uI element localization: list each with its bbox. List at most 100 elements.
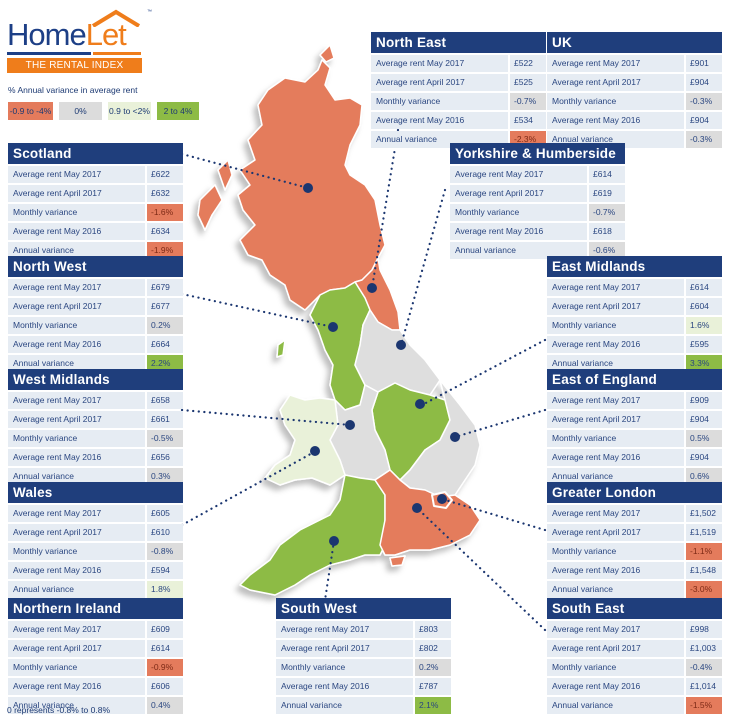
row-april-2017: Average rent April 2017 £904 — [547, 74, 722, 91]
row-april-2017: Average rent April 2017 £610 — [8, 524, 183, 541]
region-card-south-east: South East Average rent May 2017 £998 Ave… — [547, 598, 722, 714]
row-label: Average rent May 2017 — [371, 55, 508, 72]
row-monthly-variance: Monthly variance 0.2% — [8, 317, 183, 334]
row-may-2016: Average rent May 2016 £534 — [371, 112, 546, 129]
dot-south-east — [412, 503, 422, 513]
region-south-east — [374, 469, 481, 556]
row-value: £1,014 — [686, 678, 722, 695]
row-value: £609 — [147, 621, 183, 638]
row-value: £525 — [510, 74, 546, 91]
row-label: Average rent May 2017 — [276, 621, 413, 638]
row-label: Average rent May 2017 — [547, 279, 684, 296]
row-label: Average rent April 2017 — [547, 74, 684, 91]
row-monthly-variance: Monthly variance -0.8% — [8, 543, 183, 560]
row-value: £904 — [686, 411, 722, 428]
row-label: Average rent May 2016 — [547, 449, 684, 466]
row-may-2017: Average rent May 2017 £658 — [8, 392, 183, 409]
row-label: Annual variance — [8, 468, 145, 485]
region-card-north-west: North West Average rent May 2017 £679 Ave… — [8, 256, 183, 372]
region-title: Wales — [8, 482, 183, 503]
row-value: £904 — [686, 449, 722, 466]
region-card-scotland: Scotland Average rent May 2017 £622 Avera… — [8, 143, 183, 259]
region-wales — [264, 394, 346, 486]
row-label: Average rent April 2017 — [276, 640, 413, 657]
dot-wales — [310, 446, 320, 456]
legend-item-low-positive: 0.9 to <2% — [108, 102, 151, 120]
row-value: £1,502 — [686, 505, 722, 522]
legend-item-negative: -0.9 to -4% — [8, 102, 53, 120]
row-monthly-variance: Monthly variance 0.5% — [547, 430, 722, 447]
row-may-2017: Average rent May 2017 £901 — [547, 55, 722, 72]
row-label: Monthly variance — [547, 317, 684, 334]
row-label: Monthly variance — [371, 93, 508, 110]
row-label: Monthly variance — [276, 659, 413, 676]
row-label: Average rent May 2016 — [547, 112, 684, 129]
row-annual-variance: Annual variance 0.6% — [547, 468, 722, 485]
region-card-greater-london: Greater London Average rent May 2017 £1,5… — [547, 482, 722, 598]
region-title: North East — [371, 32, 546, 53]
row-annual-variance: Annual variance 2.1% — [276, 697, 451, 714]
row-value: -0.3% — [686, 93, 722, 110]
row-value: £614 — [589, 166, 625, 183]
row-may-2017: Average rent May 2017 £909 — [547, 392, 722, 409]
row-value: 0.6% — [686, 468, 722, 485]
region-north-west — [309, 281, 371, 411]
region-east-of-england — [399, 379, 481, 498]
logo-underline-orange — [93, 52, 141, 55]
region-west-midlands — [329, 384, 391, 481]
row-value: £605 — [147, 505, 183, 522]
row-label: Average rent April 2017 — [8, 640, 145, 657]
row-value: £614 — [147, 640, 183, 657]
row-april-2017: Average rent April 2017 £614 — [8, 640, 183, 657]
row-value: £998 — [686, 621, 722, 638]
brand-name-home: Home — [7, 17, 87, 52]
row-label: Average rent May 2017 — [450, 166, 587, 183]
row-label: Average rent May 2017 — [547, 392, 684, 409]
row-annual-variance: Annual variance 3.3% — [547, 355, 722, 372]
row-monthly-variance: Monthly variance 0.2% — [276, 659, 451, 676]
legend-title: % Annual variance in average rent — [8, 85, 138, 95]
region-title: Yorkshire & Humberside — [450, 143, 625, 164]
row-value: -0.6% — [589, 242, 625, 259]
row-label: Annual variance — [8, 242, 145, 259]
row-label: Monthly variance — [547, 543, 684, 560]
row-may-2017: Average rent May 2017 £522 — [371, 55, 546, 72]
row-april-2017: Average rent April 2017 £677 — [8, 298, 183, 315]
dot-yorkshire — [396, 340, 406, 350]
row-may-2017: Average rent May 2017 £614 — [450, 166, 625, 183]
row-value: 1.6% — [686, 317, 722, 334]
row-may-2017: Average rent May 2017 £609 — [8, 621, 183, 638]
row-label: Average rent May 2016 — [547, 336, 684, 353]
row-may-2016: Average rent May 2016 £595 — [547, 336, 722, 353]
row-may-2016: Average rent May 2016 £606 — [8, 678, 183, 695]
row-value: £1,003 — [686, 640, 722, 657]
row-value: -1.5% — [686, 697, 722, 714]
row-annual-variance: Annual variance -1.9% — [8, 242, 183, 259]
row-may-2017: Average rent May 2017 £1,502 — [547, 505, 722, 522]
row-value: £534 — [510, 112, 546, 129]
row-value: £595 — [686, 336, 722, 353]
row-may-2016: Average rent May 2016 £787 — [276, 678, 451, 695]
row-label: Average rent May 2017 — [8, 279, 145, 296]
row-value: 0.2% — [415, 659, 451, 676]
row-april-2017: Average rent April 2017 £661 — [8, 411, 183, 428]
row-label: Average rent April 2017 — [371, 74, 508, 91]
row-label: Monthly variance — [8, 543, 145, 560]
region-title: East Midlands — [547, 256, 722, 277]
row-may-2017: Average rent May 2017 £803 — [276, 621, 451, 638]
row-may-2016: Average rent May 2016 £634 — [8, 223, 183, 240]
row-value: £522 — [510, 55, 546, 72]
region-greater-london — [431, 491, 453, 509]
region-card-west-midlands: West Midlands Average rent May 2017 £658 … — [8, 369, 183, 485]
region-title: Northern Ireland — [8, 598, 183, 619]
row-value: -0.7% — [510, 93, 546, 110]
region-north-east — [354, 257, 401, 331]
row-value: £622 — [147, 166, 183, 183]
row-value: -0.8% — [147, 543, 183, 560]
row-label: Annual variance — [276, 697, 413, 714]
dot-scotland — [303, 183, 313, 193]
row-label: Average rent April 2017 — [8, 298, 145, 315]
dot-east-midlands — [415, 399, 425, 409]
row-april-2017: Average rent April 2017 £802 — [276, 640, 451, 657]
region-title: UK — [547, 32, 722, 53]
